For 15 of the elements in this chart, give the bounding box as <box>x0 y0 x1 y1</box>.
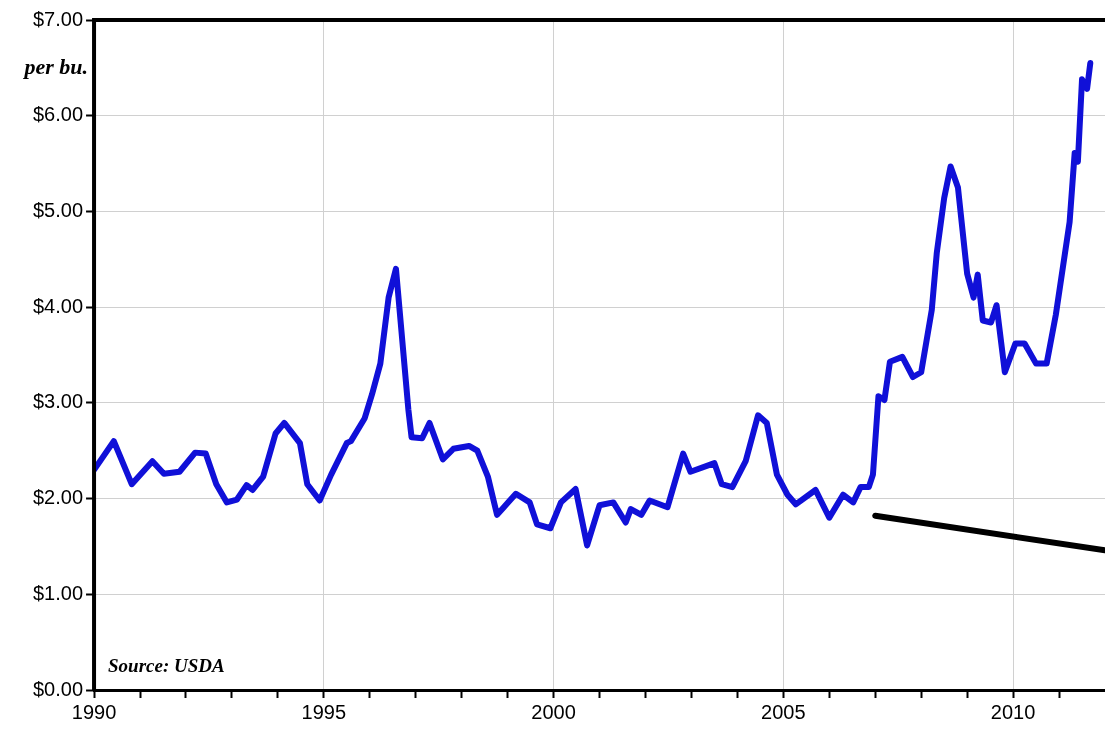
y-tick-label: $7.00 <box>32 7 84 30</box>
y-axis-title: per bu. <box>22 53 89 79</box>
y-tick-label: $6.00 <box>32 103 84 126</box>
y-tick-label: $4.00 <box>32 294 84 317</box>
y-tick-label: $0.00 <box>32 677 84 700</box>
y-tick-label: $5.00 <box>32 198 84 221</box>
x-tick-label: 2010 <box>990 700 1036 723</box>
x-tick-label: 2005 <box>761 700 806 723</box>
x-tick-label: 2000 <box>531 700 576 723</box>
x-tick-label: 1995 <box>301 700 347 723</box>
x-tick-label: 1990 <box>71 700 117 723</box>
y-tick-label: $2.00 <box>32 486 84 509</box>
y-tick-label: $3.00 <box>32 390 84 413</box>
y-tick-label: $1.00 <box>32 581 84 604</box>
annotation: Source: USDA <box>108 655 225 676</box>
